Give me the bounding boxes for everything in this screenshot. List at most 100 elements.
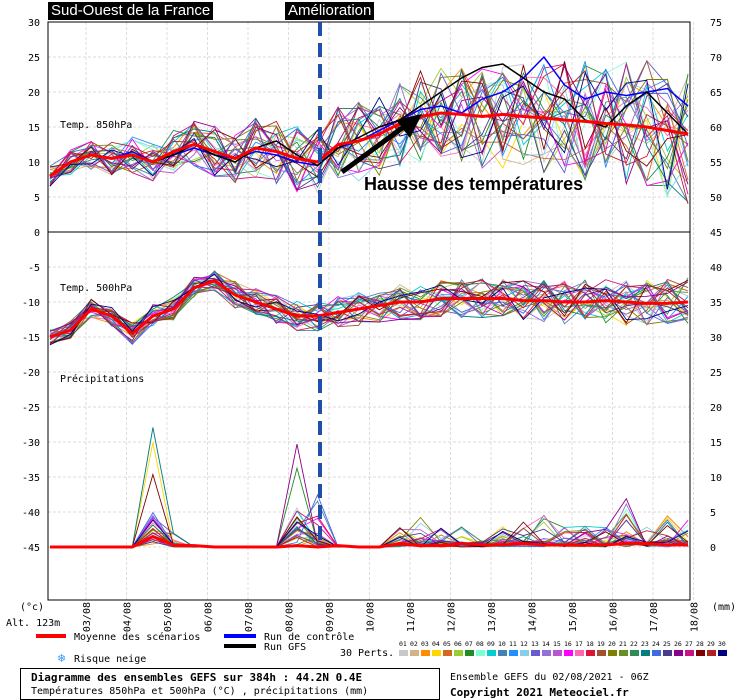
pert-swatch: [707, 650, 716, 656]
pert-number: 28: [696, 640, 704, 648]
pert-number: 05: [443, 640, 451, 648]
pert-number: 03: [421, 640, 429, 648]
member-500: [49, 276, 689, 342]
pert-swatch: [597, 650, 606, 656]
pert-swatch: [619, 650, 628, 656]
pert-swatch: [498, 650, 507, 656]
pert-number: 20: [608, 640, 616, 648]
right-tick-label-850: 65: [710, 88, 722, 99]
right-tick-label-500: 20: [710, 403, 722, 414]
panel-850-label: Temp. 850hPa: [60, 120, 132, 131]
date-tick-label: 16/08: [609, 602, 620, 632]
right-tick-label-500: 0: [710, 543, 716, 554]
member-500: [49, 278, 689, 345]
left-tick-label: -30: [22, 438, 40, 449]
date-tick-label: 07/08: [244, 602, 255, 632]
snow-icon: ❄: [57, 652, 66, 665]
pert-swatch: [465, 650, 474, 656]
left-tick-label: 30: [28, 18, 40, 29]
left-tick-label: 10: [28, 158, 40, 169]
date-tick-label: 11/08: [406, 602, 417, 632]
left-tick-label: -35: [22, 473, 40, 484]
legend-mean-label: Moyenne des scénarios: [74, 631, 200, 643]
perturbation-swatches: 01 02 03 04 05 06 07 08 09 10 11 12 13 14 15 16 17 18 19 20…: [399, 640, 727, 656]
pert-number: 11: [509, 640, 517, 648]
pert-swatch: [509, 650, 518, 656]
date-tick-label: 17/08: [649, 602, 660, 632]
plot-frame: [47, 21, 691, 601]
pert-swatch: [531, 650, 540, 656]
member-850: [49, 61, 689, 186]
date-tick-label: 06/08: [204, 602, 215, 632]
legend-gfs-label: Run GFS: [264, 642, 306, 653]
pert-swatch: [696, 650, 705, 656]
pert-number: 08: [476, 640, 484, 648]
member-500: [49, 278, 689, 345]
pert-number: 04: [432, 640, 440, 648]
pert-swatch: [410, 650, 419, 656]
date-tick-label: 04/08: [123, 602, 134, 632]
mean-850: [49, 111, 689, 178]
pert-number: 12: [520, 640, 528, 648]
right-tick-label-500: 40: [710, 263, 722, 274]
pert-number: 25: [663, 640, 671, 648]
pert-number: 30: [718, 640, 726, 648]
left-tick-label: 20: [28, 88, 40, 99]
left-tick-label: -15: [22, 333, 40, 344]
pert-number: 24: [652, 640, 660, 648]
chart-series: [49, 55, 689, 549]
left-tick-label: 15: [28, 123, 40, 134]
pert-number: 07: [465, 640, 473, 648]
pert-swatch: [685, 650, 694, 656]
right-tick-label-850: 45: [710, 228, 722, 239]
pert-swatch: [476, 650, 485, 656]
pert-swatch: [421, 650, 430, 656]
footer-title: Diagramme des ensembles GEFS sur 384h : …: [31, 671, 363, 684]
pert-number: 23: [641, 640, 649, 648]
pert-number: 17: [575, 640, 583, 648]
date-tick-label: 13/08: [487, 602, 498, 632]
footer-subtitle: Températures 850hPa et 500hPa (°C) , pré…: [31, 686, 369, 697]
legend-snow-label: Risque neige: [74, 654, 146, 665]
right-tick-label-500: 5: [710, 508, 716, 519]
left-tick-label: -10: [22, 298, 40, 309]
pert-swatch: [399, 650, 408, 656]
pert-swatch: [718, 650, 727, 656]
member-850: [49, 68, 689, 193]
pert-number: 27: [685, 640, 693, 648]
pert-swatch: [553, 650, 562, 656]
pert-swatch: [454, 650, 463, 656]
right-tick-label-500: 15: [710, 438, 722, 449]
member-850: [49, 65, 689, 191]
panel-precip-label: Précipitations: [60, 373, 144, 385]
left-tick-label: 5: [34, 193, 40, 204]
pert-swatch: [443, 650, 452, 656]
member-850: [49, 71, 689, 190]
date-tick-label: 14/08: [528, 602, 539, 632]
pert-number: 21: [619, 640, 627, 648]
left-tick-label: 0: [34, 228, 40, 239]
pert-swatch: [487, 650, 496, 656]
left-tick-label: -5: [28, 263, 40, 274]
right-tick-label-500: 25: [710, 368, 722, 379]
pert-number: 09: [487, 640, 495, 648]
pert-number: 16: [564, 640, 572, 648]
left-tick-label: -40: [22, 508, 40, 519]
right-tick-label-500: 10: [710, 473, 722, 484]
pert-number: 29: [707, 640, 715, 648]
pert-number: 15: [553, 640, 561, 648]
left-tick-label: -45: [22, 543, 40, 554]
event-label: Amélioration: [285, 2, 375, 20]
right-tick-label-500: 35: [710, 298, 722, 309]
chart-axes: 302520151050-5-10-15-20-25-30-35-40-4503…: [6, 18, 736, 665]
date-tick-label: 05/08: [163, 602, 174, 632]
pert-swatch: [674, 650, 683, 656]
pert-number: 18: [586, 640, 594, 648]
pert-swatch: [520, 650, 529, 656]
pert-number: 13: [531, 640, 539, 648]
right-tick-label-850: 70: [710, 53, 722, 64]
right-tick-label-850: 50: [710, 193, 722, 204]
pert-number: 14: [542, 640, 550, 648]
right-tick-label-850: 60: [710, 123, 722, 134]
